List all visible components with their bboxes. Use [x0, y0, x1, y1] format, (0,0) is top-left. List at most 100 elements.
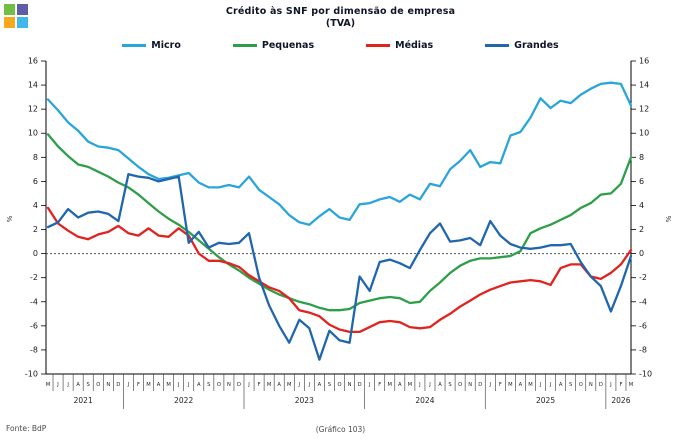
- svg-text:-8: -8: [30, 345, 38, 354]
- svg-text:J: J: [187, 382, 190, 388]
- svg-text:2021: 2021: [74, 396, 93, 405]
- svg-text:M: M: [267, 382, 271, 388]
- svg-text:12: 12: [639, 105, 649, 114]
- svg-text:8: 8: [33, 153, 38, 162]
- svg-text:J: J: [368, 382, 371, 388]
- series-line-pequenas: [46, 133, 633, 312]
- legend-label: Micro: [151, 40, 181, 51]
- svg-text:A: A: [559, 382, 563, 388]
- svg-text:A: A: [438, 382, 442, 388]
- svg-text:D: D: [358, 382, 362, 388]
- svg-text:M: M: [166, 382, 170, 388]
- svg-text:-10: -10: [25, 370, 38, 379]
- svg-text:6: 6: [33, 177, 38, 186]
- legend-item-grandes: Grandes: [485, 40, 559, 51]
- svg-text:S: S: [569, 382, 572, 388]
- svg-text:M: M: [629, 382, 633, 388]
- legend-item-pequenas: Pequenas: [232, 40, 314, 51]
- source-note: Fonte: BdP: [6, 424, 47, 433]
- svg-text:N: N: [227, 382, 231, 388]
- series-line-grandes: [46, 173, 633, 361]
- svg-text:F: F: [378, 382, 381, 388]
- svg-text:A: A: [157, 382, 161, 388]
- svg-text:2023: 2023: [295, 396, 314, 405]
- legend-swatch: [122, 44, 147, 47]
- svg-text:-10: -10: [639, 370, 652, 379]
- svg-text:A: A: [197, 382, 201, 388]
- svg-text:J: J: [66, 382, 69, 388]
- svg-text:N: N: [106, 382, 110, 388]
- svg-text:N: N: [589, 382, 593, 388]
- svg-text:S: S: [207, 382, 210, 388]
- svg-text:0: 0: [639, 249, 644, 258]
- svg-text:O: O: [458, 382, 462, 388]
- svg-text:F: F: [499, 382, 502, 388]
- svg-text:%: %: [6, 215, 14, 222]
- logo-square: [17, 4, 28, 15]
- legend-swatch: [366, 44, 391, 47]
- svg-text:A: A: [76, 382, 80, 388]
- svg-text:12: 12: [28, 105, 38, 114]
- logo-square: [4, 4, 15, 15]
- svg-text:O: O: [217, 382, 221, 388]
- svg-text:16: 16: [28, 57, 38, 66]
- svg-text:D: D: [599, 382, 603, 388]
- svg-text:14: 14: [28, 81, 38, 90]
- svg-text:2025: 2025: [536, 396, 555, 405]
- legend-item-médias: Médias: [366, 40, 433, 51]
- svg-text:14: 14: [639, 81, 649, 90]
- svg-text:2026: 2026: [611, 396, 630, 405]
- svg-text:O: O: [337, 382, 341, 388]
- legend-label: Médias: [395, 40, 434, 51]
- svg-text:J: J: [298, 382, 301, 388]
- svg-text:-2: -2: [30, 273, 38, 282]
- svg-text:J: J: [428, 382, 431, 388]
- svg-text:F: F: [619, 382, 622, 388]
- svg-text:D: D: [116, 382, 120, 388]
- svg-text:-4: -4: [30, 297, 38, 306]
- svg-text:J: J: [56, 382, 59, 388]
- legend-item-micro: Micro: [122, 40, 181, 51]
- svg-text:J: J: [308, 382, 311, 388]
- svg-text:D: D: [478, 382, 482, 388]
- svg-text:M: M: [146, 382, 150, 388]
- svg-text:16: 16: [639, 57, 649, 66]
- svg-text:M: M: [528, 382, 532, 388]
- svg-text:A: A: [277, 382, 281, 388]
- series-line-médias: [46, 206, 633, 334]
- svg-text:F: F: [137, 382, 140, 388]
- svg-text:J: J: [549, 382, 552, 388]
- svg-text:J: J: [489, 382, 492, 388]
- svg-text:2: 2: [639, 225, 644, 234]
- svg-text:-6: -6: [639, 321, 647, 330]
- svg-text:A: A: [318, 382, 322, 388]
- svg-text:6: 6: [639, 177, 644, 186]
- svg-text:O: O: [579, 382, 583, 388]
- svg-text:10: 10: [639, 129, 649, 138]
- svg-text:10: 10: [28, 129, 38, 138]
- svg-text:M: M: [408, 382, 412, 388]
- svg-text:M: M: [46, 382, 50, 388]
- svg-text:J: J: [247, 382, 250, 388]
- svg-text:O: O: [96, 382, 100, 388]
- series-line-micro: [46, 81, 633, 226]
- chart-subtitle: (TVA): [325, 18, 356, 29]
- svg-text:M: M: [287, 382, 291, 388]
- svg-text:M: M: [508, 382, 512, 388]
- chart-legend: Micro Pequenas Médias Grandes: [0, 40, 681, 51]
- legend-swatch: [232, 44, 257, 47]
- svg-text:-2: -2: [639, 273, 647, 282]
- svg-text:S: S: [448, 382, 451, 388]
- logo-square: [4, 17, 15, 28]
- svg-text:N: N: [348, 382, 352, 388]
- svg-text:8: 8: [639, 153, 644, 162]
- svg-text:A: A: [519, 382, 523, 388]
- chart-title: Crédito às SNF por dimensão de empresa: [225, 6, 456, 17]
- svg-text:J: J: [127, 382, 130, 388]
- svg-text:2024: 2024: [415, 396, 434, 405]
- svg-text:J: J: [177, 382, 180, 388]
- svg-text:2022: 2022: [174, 396, 193, 405]
- legend-label: Grandes: [514, 40, 559, 51]
